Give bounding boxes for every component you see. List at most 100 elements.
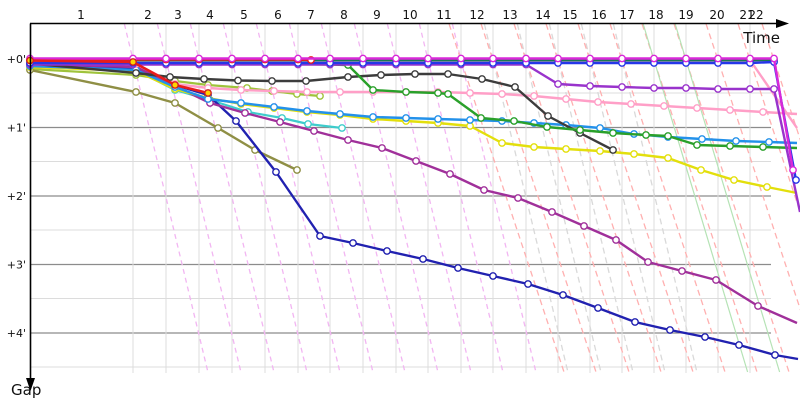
- x-tick-1: 1: [77, 8, 85, 22]
- lap-marker: [511, 83, 519, 91]
- x-axis-title: Time: [742, 29, 780, 47]
- lap-marker: [204, 89, 212, 97]
- lap-marker: [344, 73, 352, 81]
- lapped-plum-line: [189, 23, 275, 373]
- lap-marker: [664, 154, 672, 162]
- lap-marker: [763, 183, 771, 191]
- lap-marker: [630, 150, 638, 158]
- lap-marker: [726, 106, 734, 114]
- y-tick-+1': +1': [7, 122, 26, 135]
- lap-marker: [765, 138, 773, 146]
- lap-marker: [586, 54, 594, 63]
- lap-marker: [489, 54, 497, 63]
- lapped-plum-line: [320, 23, 406, 373]
- trace-rider-magenta-leader: [26, 54, 797, 174]
- lap-marker: [548, 208, 556, 216]
- lapped-gray-line: [516, 23, 602, 373]
- lap-marker: [530, 143, 538, 151]
- lap-marker: [618, 54, 626, 63]
- lap-marker: [369, 86, 377, 94]
- lap-marker: [489, 272, 497, 280]
- lap-marker: [701, 333, 709, 341]
- lap-marker: [522, 54, 530, 63]
- lap-marker: [586, 82, 594, 90]
- x-tick-13: 13: [502, 8, 517, 22]
- x-tick-2: 2: [144, 8, 152, 22]
- x-tick-10: 10: [402, 8, 417, 22]
- lap-marker: [730, 176, 738, 184]
- lap-marker: [446, 170, 454, 178]
- lap-marker: [326, 54, 334, 63]
- trace-rider-purple: [26, 60, 798, 325]
- lap-marker: [411, 70, 419, 78]
- lap-marker: [770, 54, 778, 63]
- lap-marker: [310, 127, 318, 135]
- trace-rider-highlighted-line: [29, 59, 209, 95]
- lap-marker: [498, 90, 506, 98]
- lap-marker: [359, 54, 367, 63]
- trace-rider-highlighted: [26, 56, 212, 97]
- lap-marker: [660, 102, 668, 110]
- lapped-plum-line: [386, 23, 472, 373]
- lap-marker: [293, 166, 301, 174]
- lap-marker: [576, 126, 584, 134]
- lap-marker: [378, 144, 386, 152]
- lap-marker: [166, 73, 174, 81]
- lap-marker: [477, 114, 485, 122]
- x-tick-6: 6: [274, 8, 282, 22]
- lap-marker: [336, 110, 344, 118]
- lap-marker: [514, 194, 522, 202]
- lap-marker: [419, 255, 427, 263]
- lap-marker: [594, 304, 602, 312]
- lap-marker: [444, 90, 452, 98]
- x-tick-20: 20: [709, 8, 724, 22]
- lap-marker: [132, 88, 140, 96]
- lap-marker: [697, 166, 705, 174]
- lap-marker: [171, 81, 179, 89]
- lap-marker: [200, 75, 208, 83]
- lap-marker: [129, 58, 137, 66]
- trace-rider-black-line: [29, 62, 614, 152]
- lap-marker: [228, 54, 236, 63]
- lap-marker: [457, 54, 465, 63]
- lapped-red-line: [737, 23, 800, 214]
- y-tick-+3': +3': [7, 259, 26, 272]
- lapped-green-line: [642, 23, 749, 373]
- lapped-red-line: [577, 23, 694, 373]
- lap-marker: [678, 267, 686, 275]
- y-axis-title: Gap: [11, 381, 41, 399]
- lap-marker: [666, 326, 674, 334]
- y-tick-labels: +0' +1' +2' +3' +4': [7, 53, 26, 340]
- lap-marker: [237, 86, 245, 94]
- lap-marker: [746, 54, 754, 63]
- trace-rider-pink-line: [29, 59, 798, 116]
- lapped-plum-line: [222, 23, 308, 373]
- lap-marker: [530, 92, 538, 100]
- lap-marker: [562, 95, 570, 103]
- lap-marker: [510, 117, 518, 125]
- lapped-red-line: [545, 23, 662, 373]
- lap-marker: [195, 54, 203, 63]
- lap-marker: [693, 141, 701, 149]
- lap-marker: [480, 186, 488, 194]
- lap-marker: [627, 100, 635, 108]
- trace-rider-dodgerblue: [26, 62, 798, 146]
- lap-marker: [303, 107, 311, 115]
- trace-rider-dodgerblue-line: [29, 64, 798, 145]
- lap-marker: [544, 112, 552, 120]
- lap-marker: [344, 136, 352, 144]
- lap-marker: [609, 129, 617, 137]
- x-tick-14: 14: [535, 8, 550, 22]
- lap-marker: [594, 98, 602, 106]
- lapped-plum-line: [451, 23, 537, 373]
- lapped-gray-line: [548, 23, 634, 373]
- lap-marker: [726, 142, 734, 150]
- lap-marker: [714, 54, 722, 63]
- lap-marker: [237, 99, 245, 107]
- lapped-plum-line: [255, 23, 341, 373]
- lap-marker: [642, 131, 650, 139]
- trace-rider-yellow: [26, 63, 798, 195]
- lap-marker: [338, 124, 346, 132]
- x-tick-4: 4: [206, 8, 214, 22]
